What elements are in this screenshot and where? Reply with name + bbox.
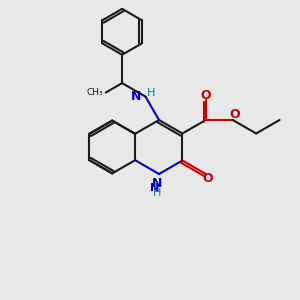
Text: H: H	[153, 188, 162, 198]
Text: O: O	[200, 89, 211, 102]
Text: CH₃: CH₃	[86, 88, 103, 97]
Text: H: H	[147, 88, 155, 98]
Text: N: N	[150, 182, 159, 193]
Text: O: O	[229, 107, 240, 121]
Text: N: N	[152, 177, 163, 190]
Text: O: O	[202, 172, 213, 185]
Text: N: N	[130, 90, 141, 103]
